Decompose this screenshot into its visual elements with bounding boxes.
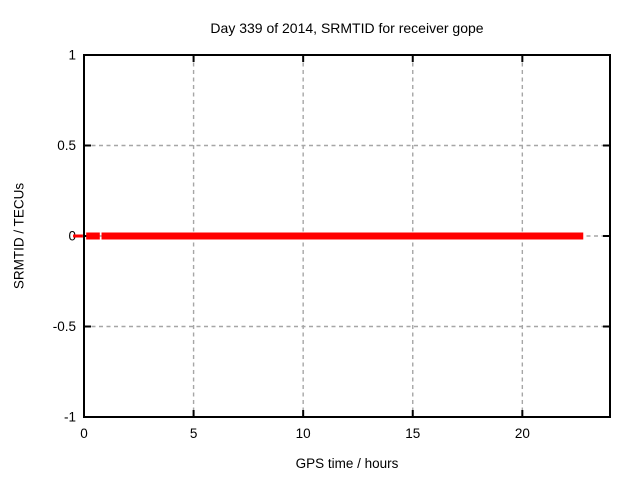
y-tick-label: 0.5 xyxy=(57,138,76,153)
y-tick-label: -1 xyxy=(64,410,76,425)
x-tick-label: 5 xyxy=(190,426,198,441)
y-tick-label: -0.5 xyxy=(53,319,76,334)
x-tick-label: 20 xyxy=(515,426,530,441)
chart-title: Day 339 of 2014, SRMTID for receiver gop… xyxy=(210,20,483,36)
x-axis-label: GPS time / hours xyxy=(296,456,399,471)
y-tick-label: 0 xyxy=(68,229,76,244)
y-tick-label: 1 xyxy=(68,48,76,63)
y-axis-label: SRMTID / TECUs xyxy=(12,183,27,290)
plot-border xyxy=(83,54,611,418)
x-tick-label: 10 xyxy=(296,426,311,441)
plot-area: 0 5 10 15 20 1 0.5 0 -0.5 -1 xyxy=(53,48,611,441)
x-tick-label: 15 xyxy=(405,426,420,441)
x-tick-label: 0 xyxy=(80,426,88,441)
